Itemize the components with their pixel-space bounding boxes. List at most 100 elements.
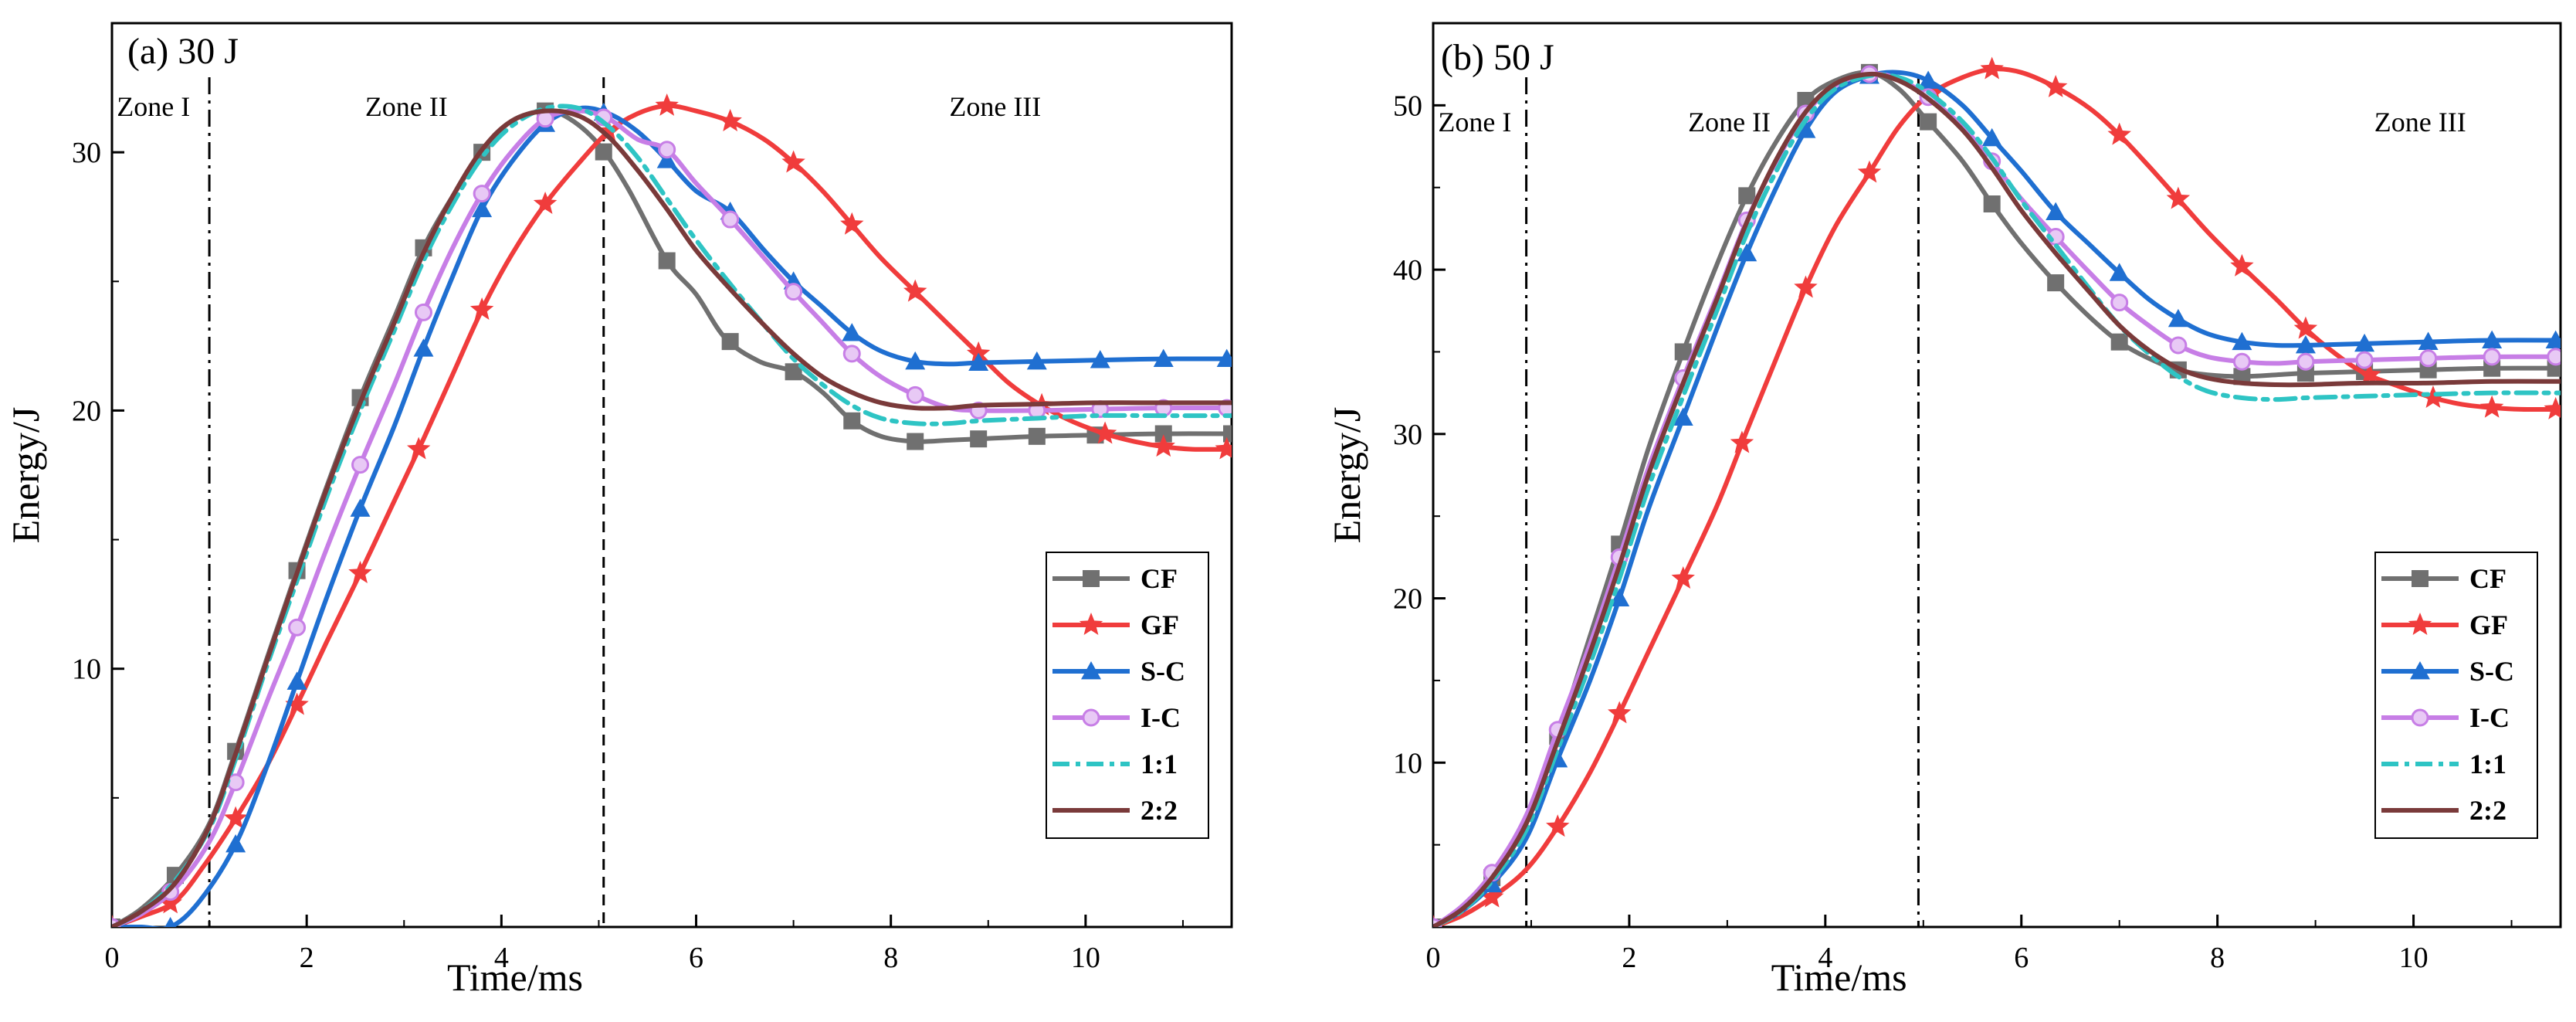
data-point-i-c (2169, 336, 2188, 355)
legend-label: 1:1 (2469, 749, 2507, 779)
data-point-cf (1028, 427, 1046, 445)
data-point-gf (655, 93, 679, 116)
legend-box (2374, 552, 2538, 839)
data-point-s-c (1673, 407, 1693, 426)
data-point-s-c (968, 352, 989, 371)
y-tick-label: 10 (1393, 747, 1422, 779)
y-axis-title: Energy/J (1325, 407, 1368, 544)
series-line-i-c (112, 108, 1232, 927)
data-point-s-c (2418, 331, 2439, 350)
data-point-i-c (906, 385, 924, 404)
data-point-gf (1857, 160, 1882, 183)
x-tick-label: 8 (2210, 942, 2225, 974)
data-point-i-c (288, 618, 307, 637)
legend-label: 2:2 (2469, 795, 2507, 826)
panel-title: (a) 30 J (127, 31, 239, 72)
legend-label: S-C (2469, 656, 2514, 687)
data-point-s-c (1609, 588, 1630, 606)
legend-swatch-marker (2408, 613, 2432, 635)
data-point-gf (285, 692, 309, 715)
legend-swatch-marker (2412, 570, 2429, 587)
data-point-gf (2479, 395, 2504, 418)
data-point-cf (970, 430, 988, 448)
data-point-i-c (2419, 349, 2438, 368)
y-axis-title: Energy/J (4, 407, 47, 544)
data-point-i-c (2232, 352, 2251, 371)
x-tick-label: 4 (1818, 942, 1832, 974)
data-point-i-c (785, 283, 803, 301)
zone-label: Zone III (2374, 107, 2466, 138)
data-point-i-c (2483, 348, 2501, 366)
data-point-gf (2544, 396, 2561, 419)
data-point-gf (2421, 385, 2446, 408)
data-point-gf (596, 119, 621, 142)
plot-frame (110, 22, 1233, 929)
data-point-cf (1674, 343, 1692, 361)
data-point-s-c (2482, 330, 2503, 348)
data-point-cf (1983, 195, 2001, 212)
data-point-gf (781, 150, 805, 173)
data-point-cf (1223, 425, 1232, 443)
data-point-gf (2357, 362, 2381, 385)
data-point-gf (966, 341, 991, 364)
legend-label: I-C (1141, 702, 1181, 733)
data-point-cf (907, 433, 924, 450)
data-point-gf (2107, 122, 2131, 145)
data-point-gf (1151, 434, 1175, 457)
data-point-i-c (414, 303, 432, 321)
x-tick-label: 8 (883, 942, 898, 974)
data-point-i-c (2110, 294, 2129, 312)
data-point-s-c (2354, 333, 2375, 352)
zone-label: Zone II (365, 91, 448, 122)
data-point-s-c (1090, 350, 1110, 368)
y-tick-label: 10 (72, 654, 101, 686)
data-point-s-c (1153, 348, 1174, 367)
data-point-cf (2047, 274, 2065, 292)
data-point-i-c (842, 345, 861, 363)
data-point-gf (1608, 701, 1632, 724)
data-point-s-c (413, 338, 434, 357)
x-tick-label: 0 (105, 942, 120, 974)
legend-label: 2:2 (1141, 795, 1178, 826)
data-point-s-c (1918, 70, 1939, 89)
data-point-i-c (2547, 348, 2561, 366)
data-point-cf (658, 252, 676, 270)
data-point-gf (1546, 814, 1570, 837)
data-point-s-c (2545, 330, 2561, 348)
series-line-1-1 (1433, 72, 2561, 927)
legend-label: CF (1141, 563, 1178, 594)
data-point-gf (533, 192, 558, 214)
data-point-cf (1920, 113, 1937, 131)
x-tick-label: 2 (1622, 942, 1636, 974)
data-point-i-c (2296, 352, 2315, 371)
y-tick-label: 50 (1393, 90, 1422, 122)
series-line-2-2 (112, 108, 1232, 927)
data-point-s-c (164, 917, 176, 927)
legend-label: S-C (1141, 656, 1185, 687)
data-point-i-c (2355, 351, 2374, 369)
data-point-s-c (905, 351, 926, 370)
y-tick-label: 20 (72, 395, 101, 427)
y-tick-label: 40 (1393, 254, 1422, 287)
data-point-gf (469, 297, 494, 320)
data-point-cf (1154, 425, 1172, 443)
data-point-s-c (842, 323, 863, 341)
legend: CF GF S-C I-C 1:1 2:2 (1046, 552, 1209, 839)
legend-swatch-marker (1082, 708, 1100, 727)
legend-label: GF (2469, 609, 2508, 640)
legend-swatch-marker (1083, 570, 1100, 587)
legend-swatch-marker (2411, 708, 2429, 727)
series-line-s-c (1433, 70, 2561, 927)
data-point-gf (1980, 56, 2004, 80)
legend-label: I-C (2469, 702, 2510, 733)
series-group (1433, 56, 2561, 927)
data-point-cf (843, 412, 861, 430)
panel-title: (b) 50 J (1441, 37, 1554, 78)
plot-frame (1432, 22, 2562, 929)
data-point-s-c (1216, 348, 1232, 367)
zone-label: Zone II (1688, 107, 1771, 138)
data-point-s-c (350, 498, 371, 517)
data-point-s-c (1026, 351, 1047, 370)
legend-label: 1:1 (1141, 749, 1178, 779)
